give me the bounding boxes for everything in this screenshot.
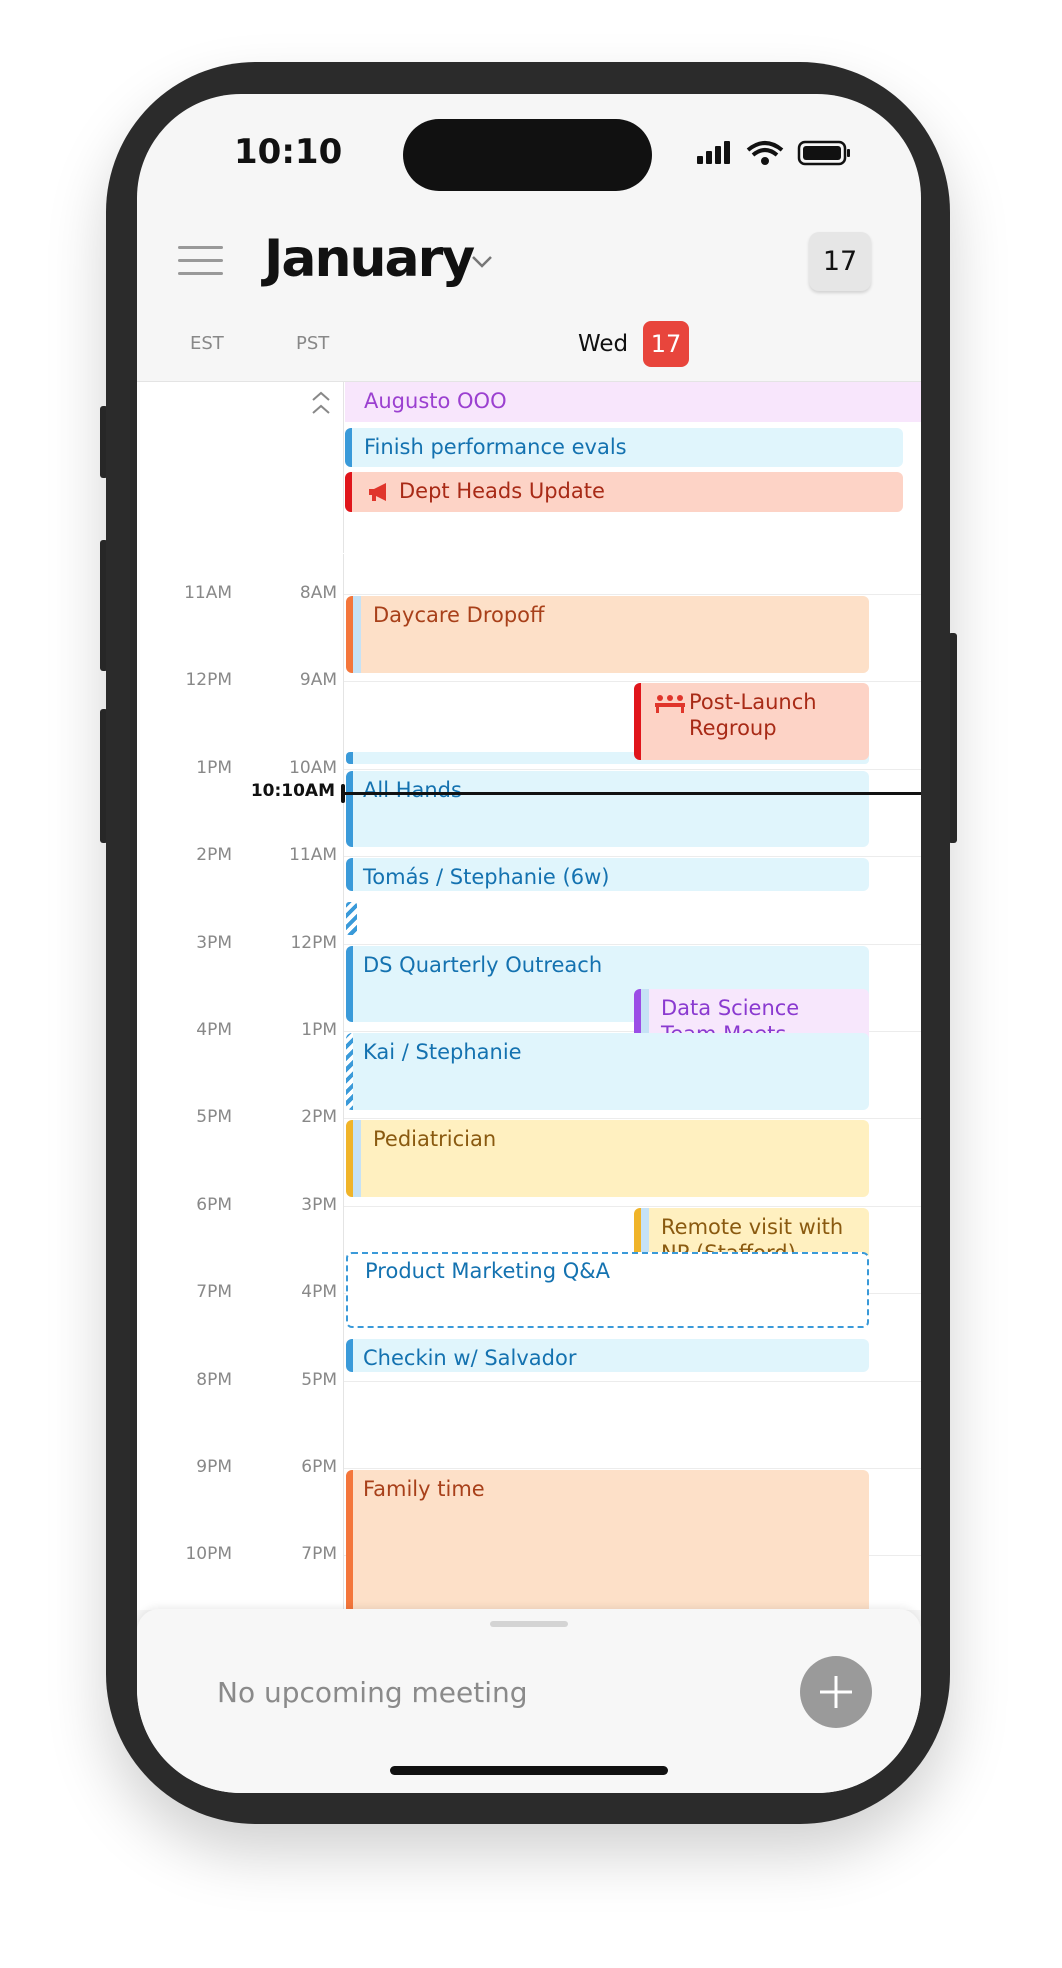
upcoming-status: No upcoming meeting <box>217 1676 528 1709</box>
event-title: Finish performance evals <box>364 435 627 459</box>
side-button <box>948 633 957 843</box>
event-title: Dept Heads Update <box>399 479 605 503</box>
event-title: All Hands <box>363 777 462 802</box>
weekday: Wed <box>578 331 629 357</box>
hour-line <box>344 594 921 595</box>
time-label: 8PM <box>196 1369 232 1390</box>
event-title: Daycare Dropoff <box>373 603 545 627</box>
now-dot <box>341 783 345 803</box>
time-label: 3PM <box>196 932 232 953</box>
side-button <box>100 406 108 478</box>
timezone-label: EST <box>190 333 224 354</box>
time-label: 8AM <box>299 583 337 603</box>
bottom-sheet <box>137 1609 921 1793</box>
event-stripe <box>641 989 649 1066</box>
time-label: 6PM <box>301 1457 337 1477</box>
hour-line <box>344 768 921 770</box>
month-chevron[interactable] <box>470 254 494 270</box>
event[interactable]: Checkin w/ Salvador <box>346 1338 869 1372</box>
time-label: 10PM <box>185 1544 232 1565</box>
timezone-label: PST <box>296 333 330 354</box>
dynamic-island <box>403 119 652 191</box>
home-indicator <box>390 1766 668 1775</box>
side-button <box>100 540 108 671</box>
divider <box>343 381 344 553</box>
collapse-button[interactable] <box>310 390 332 416</box>
event-stripe <box>353 596 361 673</box>
event-title: Tomás / Stephanie (6w) <box>363 865 610 890</box>
time-label: 7PM <box>196 1282 232 1303</box>
all-day-event[interactable]: Dept Heads Update <box>345 472 903 512</box>
event[interactable]: Pediatrician <box>346 1120 869 1198</box>
time-label: 9PM <box>196 1457 232 1477</box>
menu-button[interactable] <box>178 244 224 278</box>
event-bar <box>346 1033 353 1110</box>
timeline: 11AM 8AM 12PM 9AM 1PM 10AM 2PM 11AM 3PM 12PM 4PM 1P… <box>137 554 921 1610</box>
status-time: 10:10 <box>234 132 343 172</box>
add-button[interactable] <box>800 1656 872 1728</box>
time-label: 4PM <box>301 1282 337 1303</box>
hour-line <box>344 1468 921 1469</box>
month-title[interactable]: January <box>264 229 475 289</box>
event[interactable]: All Hands <box>346 770 869 848</box>
all-day-event[interactable]: Augusto OOO <box>345 382 921 422</box>
event-title: Product Marketing Q&A <box>365 1258 611 1283</box>
event[interactable]: Daycare Dropoff <box>346 596 869 673</box>
megaphone-icon <box>369 483 386 501</box>
time-label: 7PM <box>301 1544 337 1565</box>
event[interactable]: Tomás / Stephanie (6w) <box>346 858 869 892</box>
event[interactable]: Post-Launch Regroup <box>634 683 869 761</box>
status-icons <box>697 140 850 166</box>
hour-line <box>344 943 921 945</box>
today-button[interactable]: 17 <box>809 232 871 291</box>
hour-line <box>344 1118 921 1120</box>
time-label: 11AM <box>184 583 232 603</box>
event-title: Post-Launch Regroup <box>689 690 817 741</box>
group-icon <box>655 695 685 714</box>
all-day-section: Augusto OOO Finish performance evals Dept … <box>137 381 921 555</box>
all-day-event[interactable]: Finish performance evals <box>345 428 903 467</box>
time-label: 1PM <box>301 1020 337 1040</box>
time-label: 11AM <box>289 845 337 866</box>
hour-line <box>344 681 921 683</box>
event-title: Checkin w/ Salvador <box>363 1345 577 1370</box>
time-label: 3PM <box>301 1194 337 1215</box>
time-label: 5PM <box>301 1369 337 1390</box>
hour-line <box>344 1031 921 1032</box>
time-label: 1PM <box>196 757 232 778</box>
time-label: 5PM <box>196 1107 232 1128</box>
time-label: 2PM <box>196 845 232 866</box>
time-label: 9AM <box>299 670 337 691</box>
side-button <box>100 709 108 843</box>
now-label: 10:10AM <box>201 780 335 801</box>
time-label: 12PM <box>185 670 232 691</box>
event-title: DS Quarterly Outreach <box>363 952 603 977</box>
time-label: 6PM <box>196 1194 232 1215</box>
event-title: Kai / Stephanie <box>363 1040 522 1064</box>
event-stripe <box>353 1120 361 1198</box>
event-title: Augusto OOO <box>364 389 507 413</box>
event[interactable]: Kai / Stephanie <box>346 1033 869 1110</box>
event[interactable]: Family time <box>346 1470 869 1610</box>
date-badge: 17 <box>643 321 689 367</box>
event-title: Family time <box>363 1477 485 1501</box>
now-line <box>344 791 921 795</box>
event-stripe <box>641 1207 649 1285</box>
hour-line <box>344 856 921 858</box>
event-block[interactable] <box>346 901 357 935</box>
event-title: Pediatrician <box>373 1127 497 1152</box>
time-label: 4PM <box>196 1020 232 1040</box>
hour-line <box>344 1205 921 1207</box>
hour-line <box>344 1380 921 1382</box>
divider <box>343 554 344 1610</box>
time-label: 2PM <box>301 1107 337 1128</box>
time-label: 10AM <box>289 757 337 778</box>
event[interactable]: Product Marketing Q&A <box>346 1251 869 1329</box>
time-label: 12PM <box>290 932 337 953</box>
sheet-handle[interactable] <box>490 1621 568 1627</box>
